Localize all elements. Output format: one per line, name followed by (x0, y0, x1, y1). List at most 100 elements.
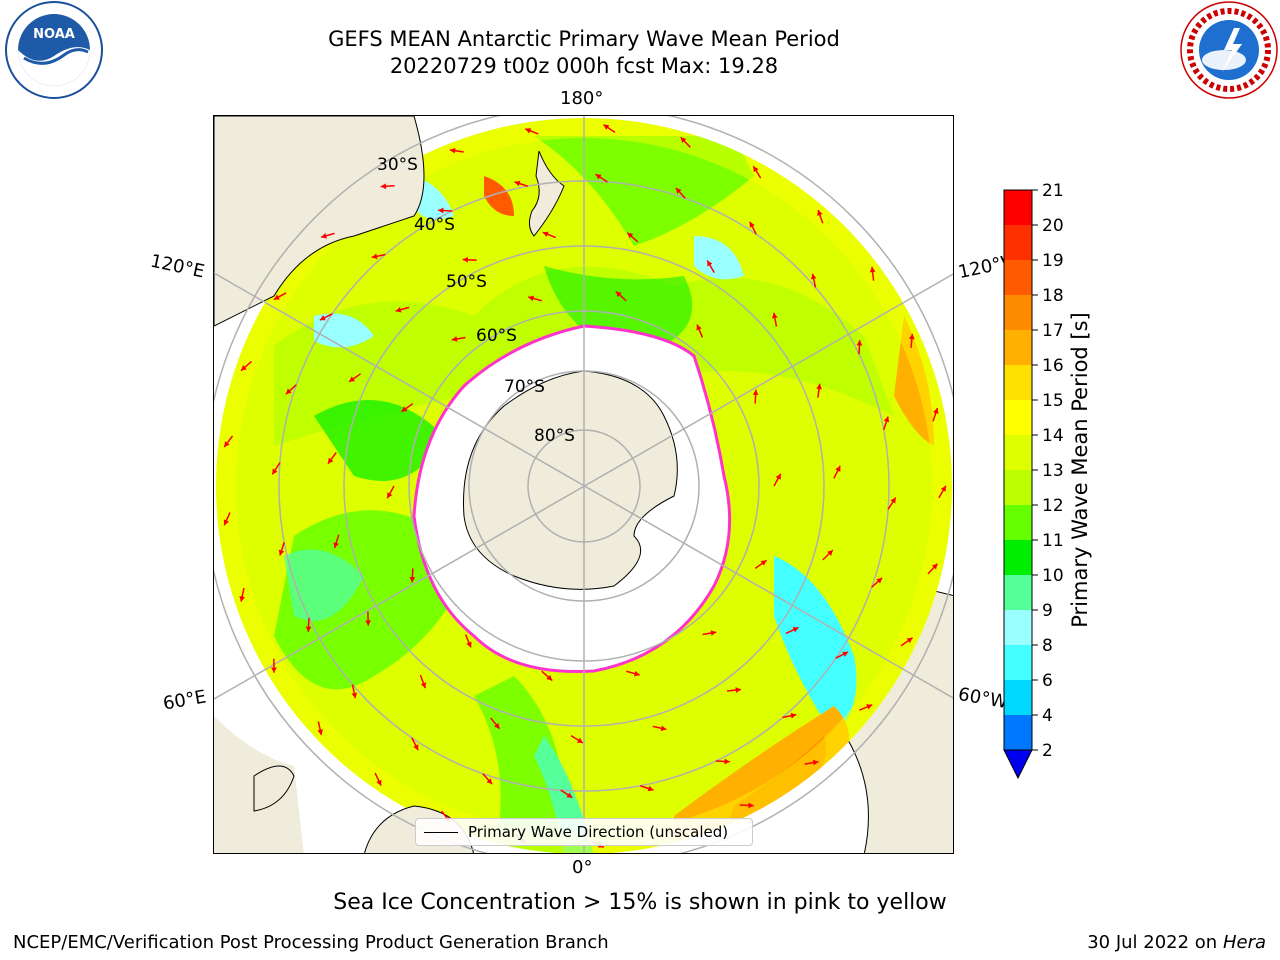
wave-arrow-head (493, 722, 500, 729)
legend-label: Primary Wave Direction (unscaled) (468, 823, 729, 841)
footer-credit: NCEP/EMC/Verification Post Processing Pr… (13, 932, 609, 953)
wave-arrow-head (223, 519, 230, 526)
colorbar-tick-label: 16 (1042, 356, 1064, 376)
colorbar-tick-label: 9 (1042, 601, 1053, 621)
wave-arrow-head (271, 667, 277, 673)
colorbar-segment (1004, 680, 1032, 715)
wave-arrow-head (528, 295, 535, 302)
wave-arrow-head (615, 291, 622, 298)
lon-label-180: 180° (560, 88, 604, 109)
colorbar-tick-label: 19 (1042, 251, 1064, 271)
lat-label-50s: 50°S (446, 272, 487, 292)
wave-arrow-head (752, 389, 759, 395)
wave-arrow-head (771, 312, 778, 319)
colorbar-segment (1004, 190, 1032, 225)
nws-logo (1180, 1, 1278, 99)
wave-arrow-head (792, 627, 799, 633)
wave-arrow-head (707, 260, 713, 267)
wave-arrow-head (660, 725, 667, 732)
lat-label-70s: 70°S (504, 377, 545, 397)
wave-arrow-head (908, 333, 915, 340)
wave-arrow-head (940, 485, 946, 492)
wave-arrow-head (546, 674, 553, 681)
colorbar-tick-label: 18 (1042, 286, 1064, 306)
wave-arrow-head (890, 497, 896, 504)
wave-arrow-head (285, 388, 292, 395)
colorbar-segment (1004, 715, 1032, 750)
land-australia (214, 116, 425, 327)
wave-arrow-head (835, 465, 841, 472)
colorbar-extend-arrow (1003, 749, 1033, 780)
wave-arrow-head (420, 682, 427, 689)
colorbar-tick-label: 2 (1042, 741, 1053, 761)
wave-arrow-head (333, 542, 339, 549)
lat-label-30s: 30°S (377, 155, 418, 175)
colorbar-segment (1004, 470, 1032, 505)
colorbar-segment (1004, 505, 1032, 540)
wave-arrow-head (305, 626, 312, 632)
colorbar-tick-label: 20 (1042, 216, 1064, 236)
wave-arrow-head (595, 174, 602, 180)
wave-arrow-head (710, 630, 717, 636)
colorbar-segment (1004, 435, 1032, 470)
wave-arrow-head (224, 441, 230, 448)
colorbar-label: Primary Wave Mean Period [s] (1068, 312, 1092, 628)
wave-arrow-head (933, 407, 939, 414)
wave-arrow-head (327, 457, 334, 464)
wave-arrow-head (680, 137, 687, 144)
wave-arrow-head (790, 712, 797, 719)
wave-arrow-head (748, 802, 754, 809)
wave-arrow-head (525, 128, 532, 134)
lat-label-80s: 80°S (534, 426, 575, 446)
wave-arrow-head (866, 704, 873, 710)
wave-arrow-head (395, 306, 402, 313)
wave-arrow-head (647, 785, 654, 792)
colorbar-tick-label: 13 (1042, 461, 1064, 481)
wave-arrow-head (633, 670, 640, 677)
lat-label-60s: 60°S (476, 326, 517, 346)
wave-arrow-head (409, 577, 416, 583)
colorbar-segment (1004, 365, 1032, 400)
wave-arrow-head (603, 124, 610, 130)
wave-arrow-head (931, 563, 938, 570)
wave-arrow-head (438, 207, 444, 214)
wave-arrow-head (514, 180, 521, 187)
wave-arrow-head (842, 651, 849, 657)
footer-date: 30 Jul 2022 on Hera (1087, 932, 1266, 953)
wave-arrow-head (401, 406, 408, 412)
colorbar-segment (1004, 330, 1032, 365)
wave-arrow-head (349, 376, 356, 382)
wave-arrow-head (319, 315, 326, 321)
lon-label-120e: 120°E (148, 250, 207, 283)
colorbar-tick-label: 8 (1042, 636, 1053, 656)
wave-arrow-head (376, 779, 382, 786)
wave-arrow-head (351, 692, 358, 699)
wave-arrow-head (876, 577, 883, 584)
wave-arrow-head (753, 166, 759, 173)
wave-arrow-head (827, 550, 833, 556)
wave-arrow-head (462, 256, 469, 263)
wave-arrow-head (696, 324, 702, 331)
wave-arrow-head (239, 596, 245, 602)
colorbar-tick-label: 6 (1042, 671, 1053, 691)
longitude-gridlines (214, 116, 953, 853)
sea-ice-note: Sea Ice Concentration > 15% is shown in … (333, 890, 947, 915)
chart-subtitle: 20220729 t00z 000h fcst Max: 19.28 (389, 54, 779, 78)
colorbar-segment (1004, 400, 1032, 435)
map-legend: Primary Wave Direction (unscaled) (415, 818, 753, 846)
wave-arrow-head (449, 147, 456, 154)
wave-arrow-head (760, 560, 767, 566)
wave-arrow-head (466, 641, 472, 648)
wave-arrow-head (387, 492, 393, 499)
wave-arrow-head (816, 383, 822, 390)
colorbar-segment (1004, 610, 1032, 645)
wave-arrow-head (735, 687, 742, 693)
land-madagascar (253, 765, 295, 812)
lon-label-60e: 60°E (161, 686, 208, 715)
colorbar-tick-label: 14 (1042, 426, 1064, 446)
wave-arrow-head (317, 729, 324, 736)
wave-arrow-head (906, 637, 913, 644)
wave-arrow-head (371, 253, 378, 260)
colorbar-tick-label: 17 (1042, 321, 1064, 341)
colorbar-segment (1004, 645, 1032, 680)
